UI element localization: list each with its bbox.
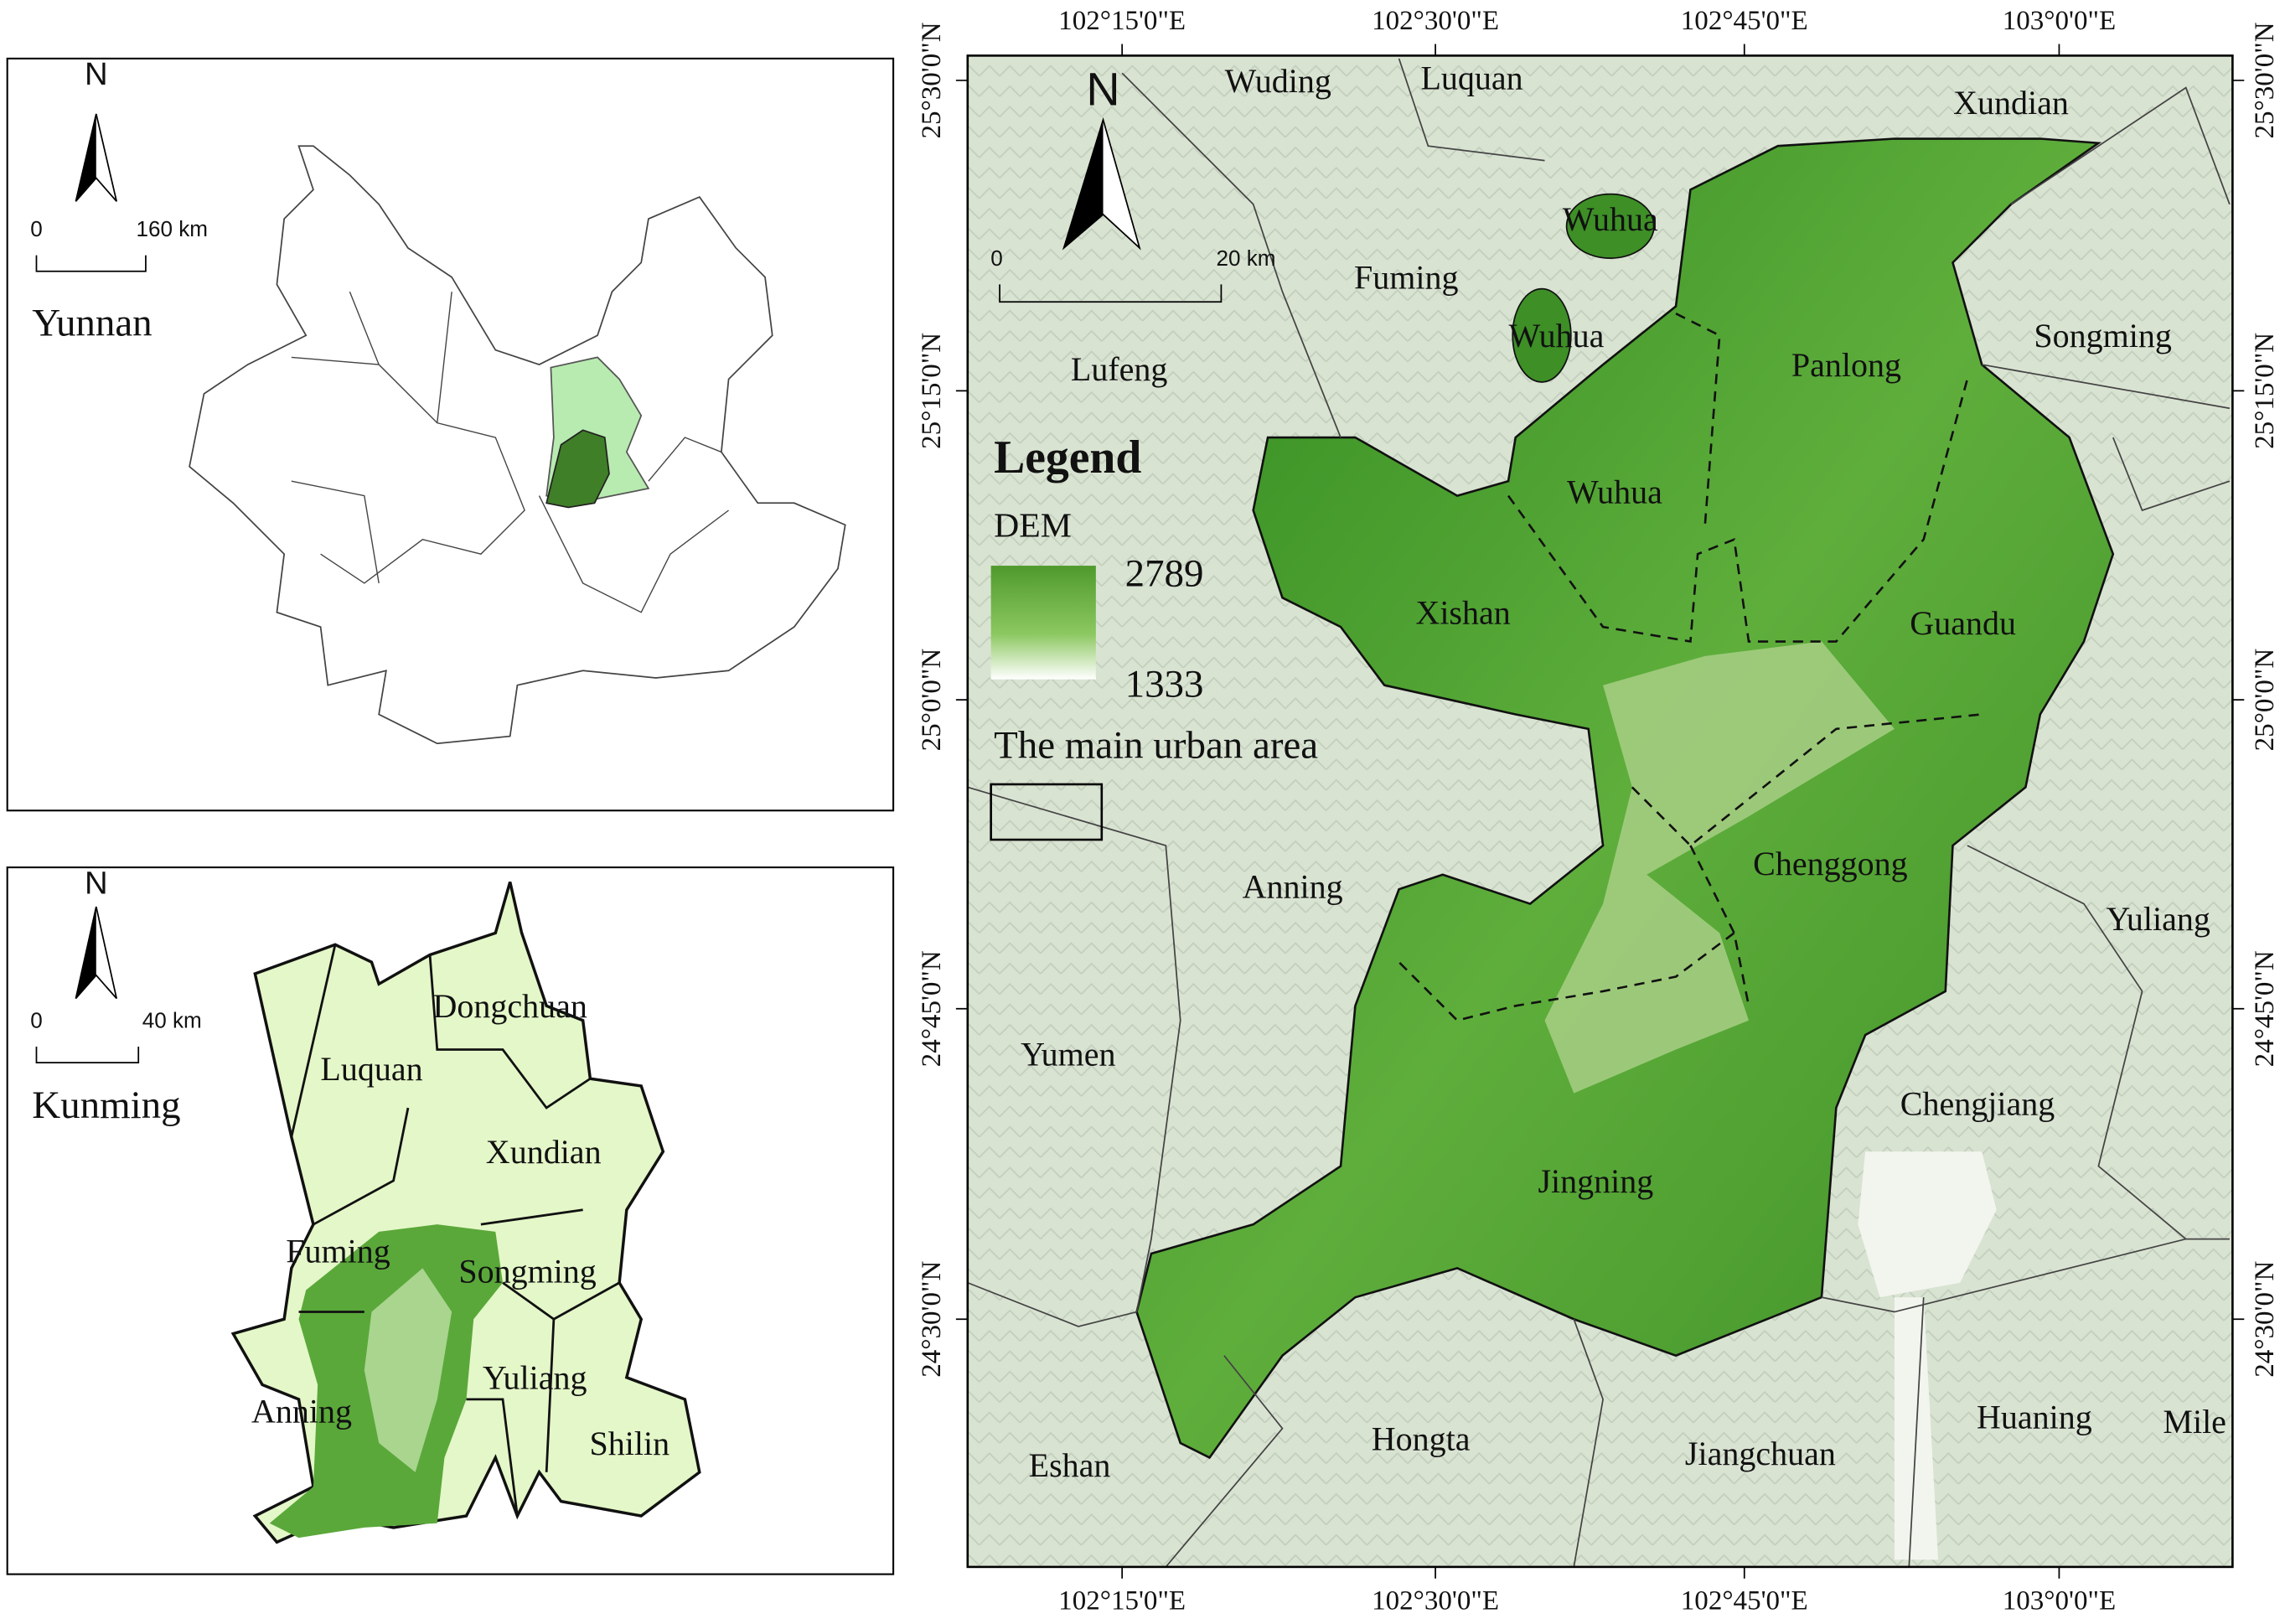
lat-label: 24°45'0"N <box>2250 950 2280 1067</box>
county-borders <box>967 58 2231 1568</box>
north-label: N <box>85 865 108 901</box>
place-label: Guandu <box>1910 604 2016 642</box>
lat-label: 24°30'0"N <box>917 1261 947 1378</box>
place-label: Wuhua <box>1567 473 1662 510</box>
lon-label: 102°30'0"E <box>1372 1585 1499 1616</box>
lat-label: 25°0'0"N <box>917 649 947 752</box>
lat-label: 25°15'0"N <box>2250 333 2280 449</box>
district-borders <box>1398 313 1983 1022</box>
lat-label: 25°30'0"N <box>2250 22 2280 138</box>
lon-label: 102°15'0"E <box>1058 1585 1186 1616</box>
place-label: Wuding <box>1225 62 1331 100</box>
place-label: Jingning <box>1538 1162 1653 1200</box>
scale-start: 0 <box>990 246 1003 271</box>
dem-min: 1333 <box>1125 663 1204 706</box>
place-label: Luquan <box>1420 59 1522 96</box>
district-label: Songming <box>458 1253 596 1290</box>
prefecture-borders <box>291 291 729 613</box>
legend-urban-label: The main urban area <box>994 724 1318 768</box>
scale-end: 160 km <box>136 216 208 241</box>
legend-title: Legend <box>994 432 1141 484</box>
lat-label: 25°15'0"N <box>917 333 947 449</box>
place-label: Anning <box>1243 868 1343 906</box>
lon-label: 102°15'0"E <box>1058 6 1186 36</box>
lat-label: 24°45'0"N <box>917 950 947 1067</box>
inset-title: Kunming <box>32 1084 180 1127</box>
place-label: Eshan <box>1029 1446 1111 1484</box>
place-label: Fuming <box>1354 259 1458 297</box>
place-label: Huaning <box>1977 1399 2092 1436</box>
place-label: Xundian <box>1953 84 2069 122</box>
inset-title: Yunnan <box>32 301 152 344</box>
place-label: Xishan <box>1415 594 1510 632</box>
graticule-ticks <box>955 44 2245 1579</box>
scale-end: 40 km <box>142 1007 202 1032</box>
kunming-inset: N 0 40 km Kunming Dongchuan Luquan Xundi… <box>6 865 895 1575</box>
dem-max: 2789 <box>1125 551 1204 595</box>
wuhua-exclave <box>1565 193 1655 259</box>
main-urban-area <box>545 429 610 509</box>
district-label: Fuming <box>286 1232 390 1270</box>
place-label: Chenggong <box>1753 845 1907 882</box>
lon-label: 103°0'0"E <box>2003 1585 2116 1616</box>
dem-ramp <box>990 566 1096 680</box>
lakes <box>1858 1151 1997 1560</box>
place-label: Hongta <box>1372 1420 1471 1458</box>
north-arrow-fill <box>75 907 96 999</box>
district-label: Yuliang <box>483 1359 587 1397</box>
yunnan-outline <box>189 145 846 745</box>
lon-label: 102°30'0"E <box>1372 6 1499 36</box>
district-borders <box>290 944 620 1517</box>
place-label: Wuhua <box>1508 317 1604 354</box>
place-label: Songming <box>2034 317 2171 354</box>
scale-end: 20 km <box>1216 246 1275 271</box>
scale-start: 0 <box>30 216 43 241</box>
scale-bar <box>35 255 147 272</box>
north-arrow-fill <box>75 113 96 202</box>
legend-urban-box <box>990 783 1104 841</box>
scale-bar <box>35 1047 140 1064</box>
lon-label: 102°45'0"E <box>1681 1585 1808 1616</box>
yunnan-inset: N 0 160 km Yunnan <box>6 56 895 812</box>
district-label: Xundian <box>486 1133 602 1171</box>
place-label: Yuliang <box>2106 900 2210 938</box>
place-label: Jiangchuan <box>1685 1435 1836 1472</box>
lat-label: 24°30'0"N <box>2250 1261 2280 1378</box>
wuhua-exclave <box>1512 287 1572 383</box>
place-label: Wuhua <box>1563 200 1658 238</box>
lon-label: 103°0'0"E <box>2003 6 2116 36</box>
place-label: Yumen <box>1021 1036 1115 1073</box>
scale-bar <box>999 284 1223 303</box>
north-label: N <box>85 56 108 92</box>
district-label: Shilin <box>590 1425 670 1462</box>
scale-start: 0 <box>30 1007 43 1032</box>
district-label: Luquan <box>320 1050 422 1088</box>
lon-label: 102°45'0"E <box>1681 6 1808 36</box>
district-label: Anning <box>251 1393 352 1430</box>
place-label: Panlong <box>1791 346 1901 384</box>
place-label: Mile <box>2163 1403 2226 1440</box>
north-label: N <box>1086 64 1119 116</box>
place-label: Lufeng <box>1071 350 1168 388</box>
district-label: Dongchuan <box>433 987 587 1025</box>
urban-plain <box>1544 641 1895 1094</box>
lat-label: 25°0'0"N <box>2250 649 2280 752</box>
urban-dem-light <box>364 1268 452 1472</box>
main-map: 102°15'0"E 102°30'0"E 102°45'0"E 103°0'0… <box>917 6 2280 1616</box>
place-label: Chengjiang <box>1900 1085 2055 1123</box>
map-frame <box>966 54 2234 1569</box>
lat-label: 25°30'0"N <box>917 22 947 138</box>
kunming-main-area <box>1135 137 2115 1460</box>
legend-dem-label: DEM <box>994 506 1072 545</box>
